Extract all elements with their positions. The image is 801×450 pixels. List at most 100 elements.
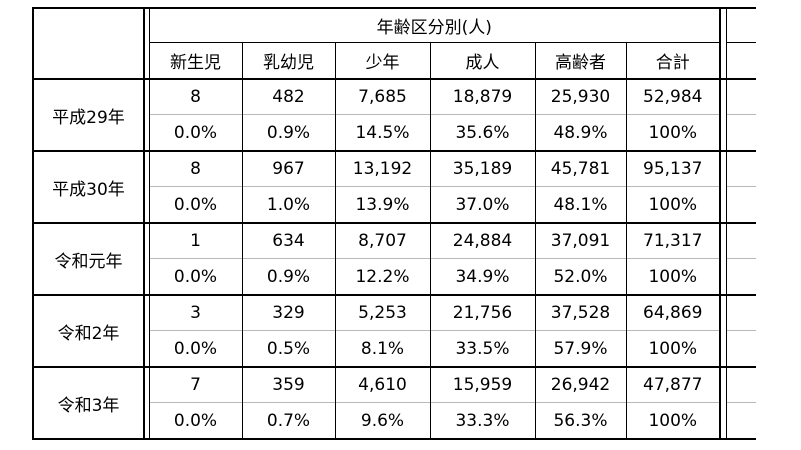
double-rule-right <box>719 367 727 440</box>
percent-cell: 8.1% <box>334 330 430 368</box>
cut-off-column <box>726 42 756 79</box>
count-cell: 64,869 <box>625 295 720 331</box>
percent-cell: 0.9% <box>241 258 335 296</box>
percent-cell: 33.5% <box>429 330 535 368</box>
age-group-table: 年齢区分別(人) 新生児 乳幼児 少年 成人 高齢者 合計 平成29年 8 48… <box>32 7 756 440</box>
percent-cell: 0.7% <box>241 402 335 440</box>
table-row: 平成29年 8 482 7,685 18,879 25,930 52,984 <box>32 78 756 152</box>
column-header-newborn: 新生児 <box>149 42 242 79</box>
count-cell: 4,610 <box>334 367 430 403</box>
count-cell: 15,959 <box>429 367 535 403</box>
percent-cell: 57.9% <box>534 330 626 368</box>
percent-cell: 100% <box>625 186 720 224</box>
count-cell: 3 <box>190 303 201 323</box>
double-rule <box>143 78 150 152</box>
corner-cell <box>32 7 144 79</box>
count-cell: 26,942 <box>534 367 626 403</box>
cut-off-cell <box>726 78 756 115</box>
count-cell: 71,317 <box>625 223 720 259</box>
percent-cell: 56.3% <box>534 402 626 440</box>
percent-cell: 34.9% <box>429 258 535 296</box>
percent-cell: 48.9% <box>534 114 626 152</box>
percent-cell: 13.9% <box>334 186 430 224</box>
count-cell: 18,879 <box>429 78 535 115</box>
double-rule-right <box>719 151 727 224</box>
table-row: 0.0% 1.0% 13.9% 37.0% 48.1% 100% <box>33 186 756 224</box>
count-cell: 329 <box>241 295 335 331</box>
percent-cell: 0.0% <box>149 114 242 152</box>
percent-cell: 0.0% <box>149 186 242 224</box>
percent-cell: 12.2% <box>334 258 430 296</box>
double-rule-right <box>719 7 727 79</box>
double-rule <box>143 7 150 79</box>
percent-cell: 0.5% <box>241 330 335 368</box>
count-cell: 13,192 <box>334 151 430 187</box>
header-row-columns: 新生児 乳幼児 少年 成人 高齢者 合計 <box>33 42 756 79</box>
double-rule-right <box>719 295 727 368</box>
count-cell: 359 <box>241 367 335 403</box>
double-rule-right <box>719 223 727 296</box>
count-cell: 47,877 <box>625 367 720 403</box>
double-rule <box>143 151 150 224</box>
count-cell: 1 <box>190 231 201 251</box>
age-group-header: 年齢区分別(人) <box>149 7 720 43</box>
cut-off-cell <box>726 114 756 152</box>
count-cell: 7 <box>190 375 201 395</box>
table-row: 令和3年 7 359 4,610 15,959 26,942 47,877 <box>32 367 756 440</box>
count-cell: 37,528 <box>534 295 626 331</box>
count-cell: 967 <box>241 151 335 187</box>
double-rule <box>143 367 150 440</box>
header-row-group: 年齢区分別(人) <box>32 7 756 79</box>
table-row: 0.0% 0.7% 9.6% 33.3% 56.3% 100% <box>33 402 756 440</box>
column-header-infant: 乳幼児 <box>241 42 335 79</box>
percent-cell: 100% <box>625 330 720 368</box>
count-cell: 8 <box>190 159 201 179</box>
year-label: 令和3年 <box>32 367 144 440</box>
cut-off-cell <box>726 151 756 187</box>
cut-off-cell <box>726 367 756 403</box>
year-label: 平成30年 <box>32 151 144 224</box>
double-rule <box>143 223 150 296</box>
count-cell: 37,091 <box>534 223 626 259</box>
cut-off-cell <box>726 223 756 259</box>
count-cell: 7,685 <box>334 78 430 115</box>
percent-cell: 0.0% <box>149 402 242 440</box>
percent-cell: 37.0% <box>429 186 535 224</box>
cut-off-cell <box>726 402 756 440</box>
percent-cell: 14.5% <box>334 114 430 152</box>
table-row: 令和2年 3 329 5,253 21,756 37,528 64,869 <box>32 295 756 368</box>
count-cell: 482 <box>241 78 335 115</box>
count-cell: 5,253 <box>334 295 430 331</box>
double-rule <box>143 295 150 368</box>
count-cell: 8 <box>149 78 242 115</box>
count-cell: 95,137 <box>625 151 720 187</box>
percent-cell: 1.0% <box>241 186 335 224</box>
year-label: 令和元年 <box>32 223 144 296</box>
year-label: 令和2年 <box>32 295 144 368</box>
year-label: 平成29年 <box>32 78 144 152</box>
count-cell: 35,189 <box>429 151 535 187</box>
cut-off-cell <box>726 258 756 296</box>
percent-cell: 33.3% <box>429 402 535 440</box>
count-cell: 45,781 <box>534 151 626 187</box>
table-row: 0.0% 0.9% 12.2% 34.9% 52.0% 100% <box>33 258 756 296</box>
table-row: 0.0% 0.9% 14.5% 35.6% 48.9% 100% <box>33 114 756 152</box>
column-header-elderly: 高齢者 <box>534 42 626 79</box>
cut-off-cell <box>726 330 756 368</box>
cut-off-cell <box>726 295 756 331</box>
percent-cell: 52.0% <box>534 258 626 296</box>
column-header-youth: 少年 <box>334 42 430 79</box>
table-row: 平成30年 8 967 13,192 35,189 45,781 95,137 <box>32 151 756 224</box>
percent-cell: 100% <box>625 258 720 296</box>
count-cell: 25,930 <box>534 78 626 115</box>
column-header-total: 合計 <box>625 42 720 79</box>
percent-cell: 0.0% <box>149 258 242 296</box>
percent-cell: 100% <box>625 114 720 152</box>
percent-cell: 48.1% <box>534 186 626 224</box>
cut-off-header <box>726 7 756 43</box>
percent-cell: 9.6% <box>334 402 430 440</box>
count-cell: 634 <box>241 223 335 259</box>
count-cell: 52,984 <box>625 78 720 115</box>
count-cell: 8,707 <box>334 223 430 259</box>
table-row: 令和元年 1 634 8,707 24,884 37,091 71,317 <box>32 223 756 296</box>
